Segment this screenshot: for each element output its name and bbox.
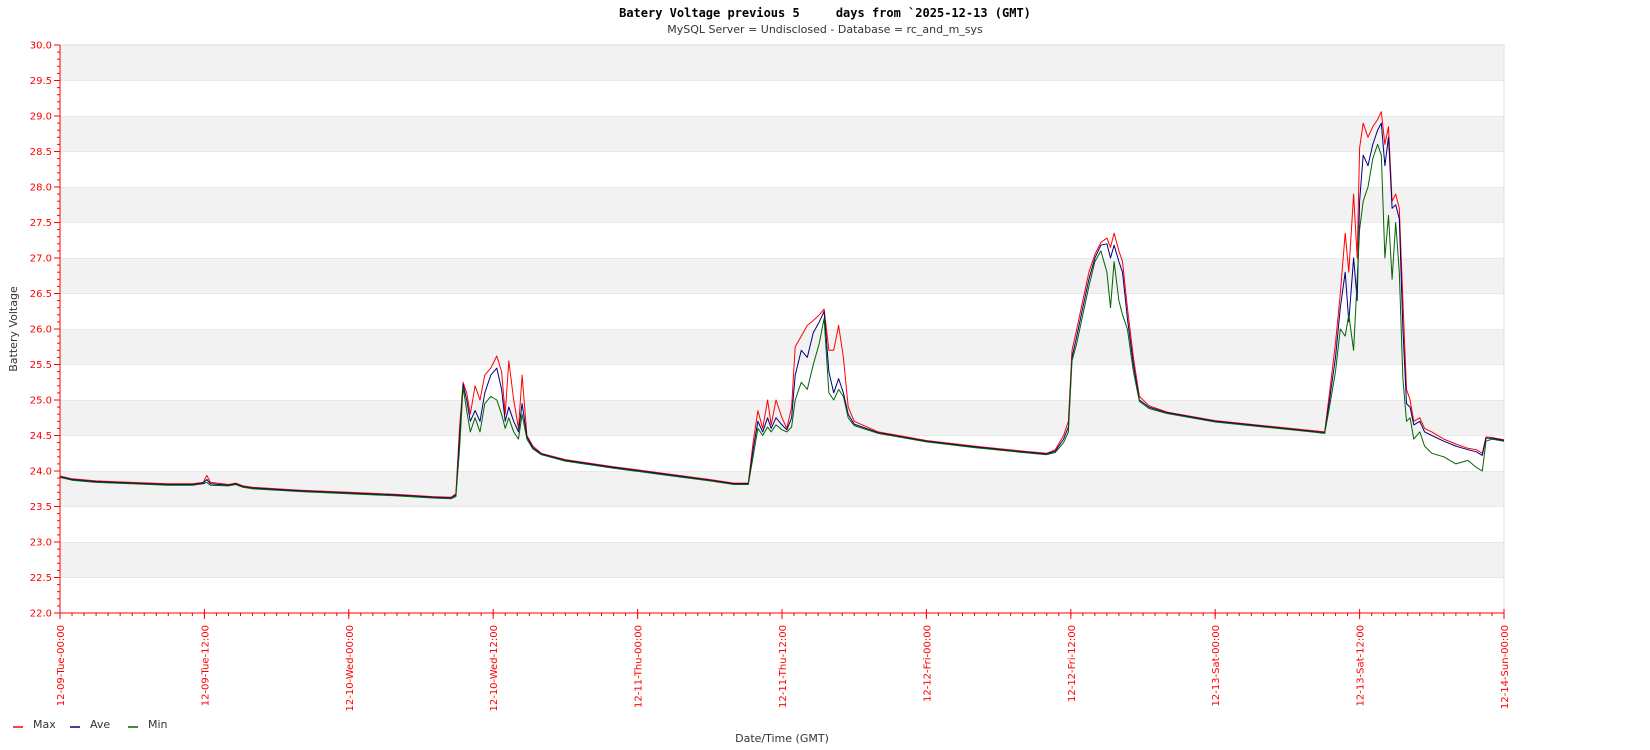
grid-band (60, 364, 1504, 400)
x-tick-label: 12-09-Tue-00:00 (56, 625, 67, 706)
y-tick-label: 22.5 (30, 573, 52, 584)
y-tick-label: 29.5 (30, 76, 52, 87)
grid-band (60, 116, 1504, 152)
series-line-max (59, 111, 1505, 498)
x-tick-label: 12-10-Wed-12:00 (489, 625, 500, 712)
grid-band (60, 435, 1504, 471)
x-axis-title: Date/Time (GMT) (735, 732, 829, 745)
grid-band (60, 222, 1504, 258)
y-tick-label: 28.5 (30, 147, 52, 158)
legend: Max Ave Min (13, 718, 168, 731)
grid-band (60, 471, 1504, 507)
y-axis-ticks: 22.0 22.5 23.0 23.5 24.0 24.5 25.0 25.5 26.0 26.5… (30, 41, 60, 620)
x-tick-label: 12-09-Tue-12:00 (200, 625, 211, 706)
chart-title: Batery Voltage previous 5 days from `202… (619, 6, 1031, 20)
grid-band (60, 506, 1504, 542)
chart-subtitle: MySQL Server = Undisclosed - Database = … (667, 23, 983, 36)
y-tick-label: 25.0 (30, 396, 52, 407)
y-tick-label: 28.0 (30, 183, 52, 194)
x-tick-label: 12-11-Thu-12:00 (778, 625, 789, 708)
x-tick-label: 12-13-Sat-00:00 (1211, 625, 1222, 707)
grid-band (60, 80, 1504, 116)
x-tick-label: 12-11-Thu-00:00 (634, 625, 645, 708)
x-tick-label: 12-10-Wed-00:00 (345, 625, 356, 712)
y-tick-label: 29.0 (30, 112, 52, 123)
legend-label-ave: Ave (90, 718, 110, 731)
y-tick-label: 23.0 (30, 538, 52, 549)
y-tick-label: 26.0 (30, 325, 52, 336)
y-tick-label: 24.0 (30, 467, 52, 478)
grid-band (60, 187, 1504, 223)
x-tick-label: 12-14-Sun-00:00 (1500, 625, 1511, 709)
grid-bands (60, 44, 1504, 613)
y-tick-label: 27.5 (30, 218, 52, 229)
y-axis-title: Battery Voltage (7, 286, 20, 372)
y-tick-label: 30.0 (30, 41, 52, 52)
x-tick-label: 12-13-Sat-12:00 (1356, 625, 1367, 707)
y-tick-label: 27.0 (30, 254, 52, 265)
grid-band (60, 293, 1504, 329)
series-line-min (59, 143, 1505, 500)
grid-band (60, 258, 1504, 294)
grid-band (60, 45, 1504, 81)
grid-band (60, 577, 1504, 613)
grid-band (60, 329, 1504, 365)
y-tick-label: 24.5 (30, 431, 52, 442)
y-tick-label: 26.5 (30, 289, 52, 300)
legend-label-max: Max (33, 718, 56, 731)
series-lines (59, 111, 1505, 500)
y-tick-label: 22.0 (30, 609, 52, 620)
y-tick-label: 23.5 (30, 502, 52, 513)
grid-band (60, 151, 1504, 187)
x-tick-label: 12-12-Fri-12:00 (1067, 625, 1078, 702)
legend-label-min: Min (148, 718, 168, 731)
series-line-ave (59, 122, 1505, 499)
grid-band (60, 542, 1504, 578)
y-tick-label: 25.5 (30, 360, 52, 371)
x-axis-ticks: 12-09-Tue-00:00 12-09-Tue-12:00 12-10-Wed-… (56, 609, 1511, 712)
x-tick-label: 12-12-Fri-00:00 (922, 625, 933, 702)
